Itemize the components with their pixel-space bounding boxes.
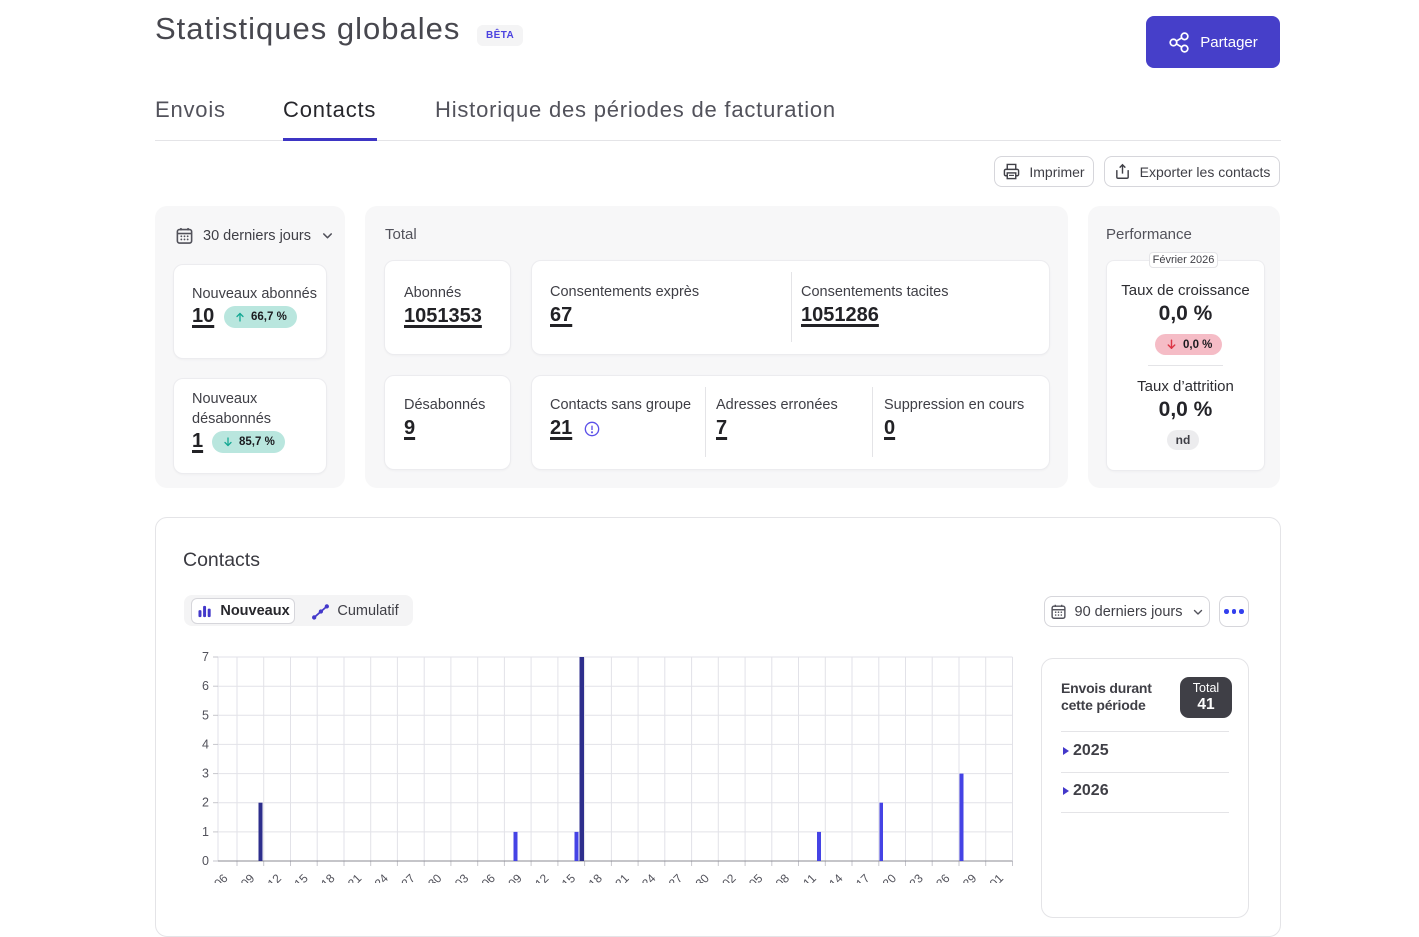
svg-text:7: 7	[202, 650, 209, 664]
svg-text:4: 4	[202, 737, 209, 751]
svg-text:5: 5	[202, 708, 209, 722]
svg-text:2: 2	[202, 796, 209, 810]
svg-text:3: 3	[202, 767, 209, 781]
svg-text:6: 6	[202, 679, 209, 693]
svg-text:2025-11-06: 2025-11-06	[178, 871, 231, 883]
svg-text:1: 1	[202, 825, 209, 839]
svg-text:0: 0	[202, 854, 209, 868]
